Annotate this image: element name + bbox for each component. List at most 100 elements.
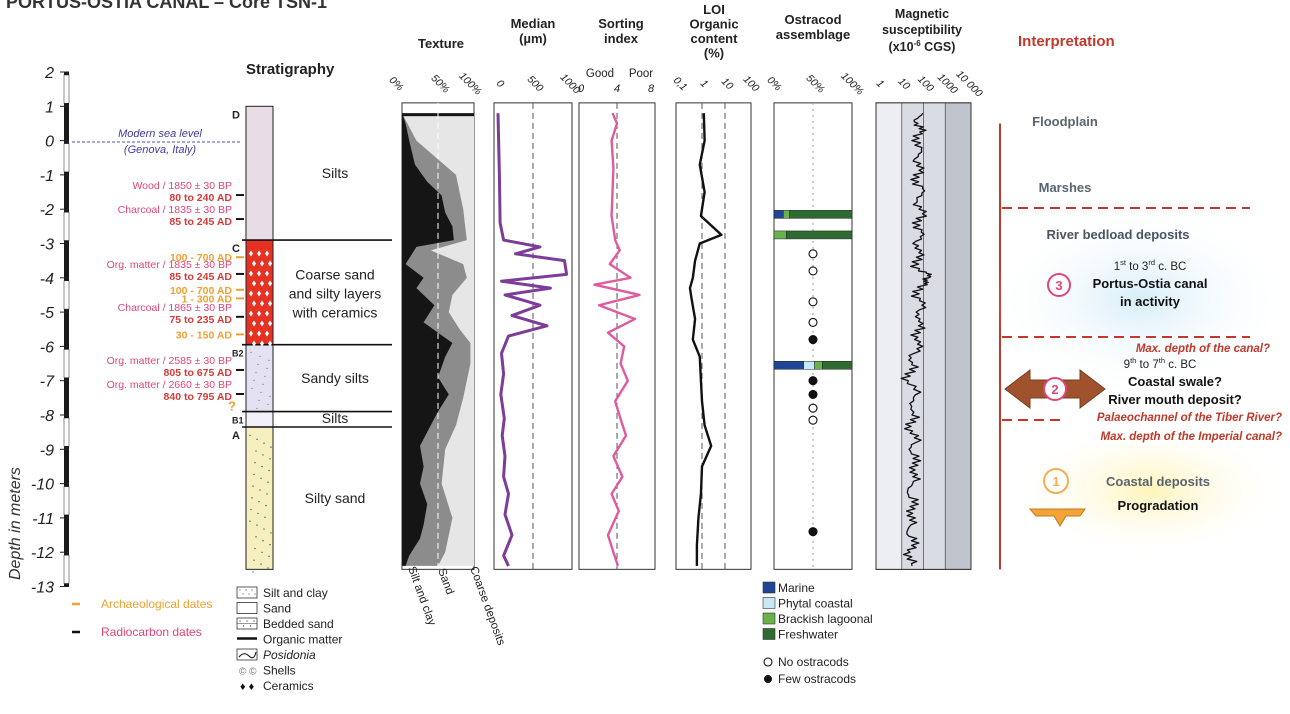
floodplain-label: Floodplain [1032, 114, 1098, 129]
radiocarbon-date-range: 805 to 675 AD [164, 367, 233, 379]
sand-dot [261, 551, 263, 554]
radiocarbon-date-range: 80 to 240 AD [169, 192, 232, 204]
sorting-good-label: Good [586, 68, 614, 80]
sorting-line [593, 112, 641, 567]
sea-level-sublabel: (Genova, Italy) [124, 144, 196, 156]
ceramics-mark [252, 340, 256, 347]
swatch-dot [242, 625, 245, 627]
loi-title: Organic [689, 17, 738, 32]
loi-tick: 10 [719, 76, 736, 93]
magnetic-unit: CGS) [921, 40, 956, 54]
depth-axis-segment [63, 349, 70, 378]
period-sup: st [1120, 258, 1127, 267]
depth-tick-label: 2 [44, 65, 54, 82]
loi-tick: 1 [698, 78, 711, 91]
ceramics-mark [265, 270, 269, 277]
strat-unit-a [245, 426, 274, 570]
sand-dot [265, 504, 267, 507]
ostracod-bar-segment [773, 361, 804, 370]
strat-unit-code: A [232, 430, 240, 442]
lithology-legend-label: Organic matter [263, 633, 342, 647]
ceramics-mark [257, 250, 261, 257]
strat-unit-d [245, 105, 274, 241]
sand-dot [263, 528, 265, 530]
no-ostracods-point [808, 317, 818, 327]
strat-unit-label: Coarse sand [295, 266, 374, 282]
posidonia-mark [238, 651, 257, 659]
texture-bottom-label: Silt and clay [405, 565, 438, 628]
ceramics-mark [265, 330, 269, 337]
sand-dot [252, 571, 254, 573]
lithology-legend-label: Shells [263, 664, 296, 678]
loi-frame [675, 102, 752, 570]
radiocarbon-date-method: Org. matter / 2585 ± 30 BP [107, 355, 232, 367]
magnetic-exponent: -6 [914, 39, 922, 48]
depth-axis: 2 1 0 -1 -2 -3 -4 -5 -6 -7 -8 -9 -10 -11 -12 -13 [31, 65, 70, 597]
radiocarbon-date-method: Org. matter / 1835 ± 30 BP [107, 259, 232, 271]
stratigraphy-column: D Silts C Coarse sand and silty layers with c… [232, 105, 392, 573]
sand-dot [262, 540, 264, 542]
silt-dot [269, 395, 271, 397]
depth-tick-label: -5 [40, 305, 54, 322]
strat-unit-b1 [245, 411, 274, 428]
strat-unit-label: Sandy silts [301, 370, 369, 386]
period-part: c. BC [1155, 261, 1186, 273]
silt-dot [253, 379, 255, 381]
ostracod-legend-label: Brackish lagoonal [778, 612, 873, 626]
sorting-title: Sorting [598, 16, 644, 31]
ostracod-bar-segment [783, 210, 790, 219]
few-ostracods-swatch [764, 675, 772, 683]
phase3-number: 3 [1055, 278, 1062, 293]
sand-dot [267, 567, 269, 569]
sorting-tick: 0 [578, 83, 585, 95]
radiocarbon-date-range: 85 to 245 AD [169, 271, 232, 283]
radiocarbon-date-range: 75 to 235 AD [169, 314, 232, 326]
strat-unit-b2 [245, 344, 274, 413]
depth-axis-bar [64, 72, 69, 587]
sorting-poor-label: Poor [629, 68, 653, 80]
ostracod-bar-segment [814, 361, 823, 370]
ostracod-panel [773, 102, 853, 570]
ceramics-legend-mark: ♦ ♦ [240, 681, 255, 693]
silt-dot [266, 367, 268, 369]
silt-dot [256, 407, 258, 409]
sand-dot [262, 454, 264, 456]
ostracod-legend-label: Marine [778, 581, 815, 595]
texture-tick: 100% [456, 70, 483, 97]
silt-dot [257, 363, 259, 365]
sand-dot [249, 520, 251, 522]
ostracod-bar-segment [789, 210, 853, 219]
ostracod-bar-segment [786, 230, 853, 240]
few-ostracods-label: Few ostracods [778, 672, 856, 686]
median-tick: 500 [525, 73, 546, 94]
ceramics-mark [268, 320, 272, 327]
strat-unit-code: D [232, 109, 240, 121]
depth-axis-label: Depth in meters [7, 467, 24, 580]
phase2-line2: River mouth deposit? [1108, 392, 1242, 407]
interpretation-title: Interpretation [1018, 33, 1115, 50]
sorting-panel: Good Poor 0 4 8 [578, 68, 656, 570]
median-tick: 0 [494, 78, 507, 91]
phase2-badge [1043, 377, 1067, 401]
texture-tick: 50% [428, 72, 451, 95]
depth-tick-label: 1 [45, 99, 54, 116]
ceramics-mark [268, 260, 272, 267]
sand-dot [255, 450, 257, 452]
phase3-badge [1047, 273, 1071, 297]
sand-dot [252, 485, 254, 487]
loi-line [688, 113, 723, 566]
silt-dot [258, 399, 260, 401]
loi-panel [675, 102, 752, 570]
ceramics-mark [249, 330, 253, 337]
ostracod-legend-label: Freshwater [778, 628, 838, 642]
ceramics-mark [249, 250, 253, 257]
question-mark: ? [228, 398, 236, 413]
period-part: to 3 [1126, 261, 1148, 273]
period-part: to 7 [1136, 359, 1158, 371]
sand-dot [254, 462, 256, 464]
magnetic-band-outer [945, 102, 971, 570]
depth-tick-label: 0 [45, 134, 54, 151]
